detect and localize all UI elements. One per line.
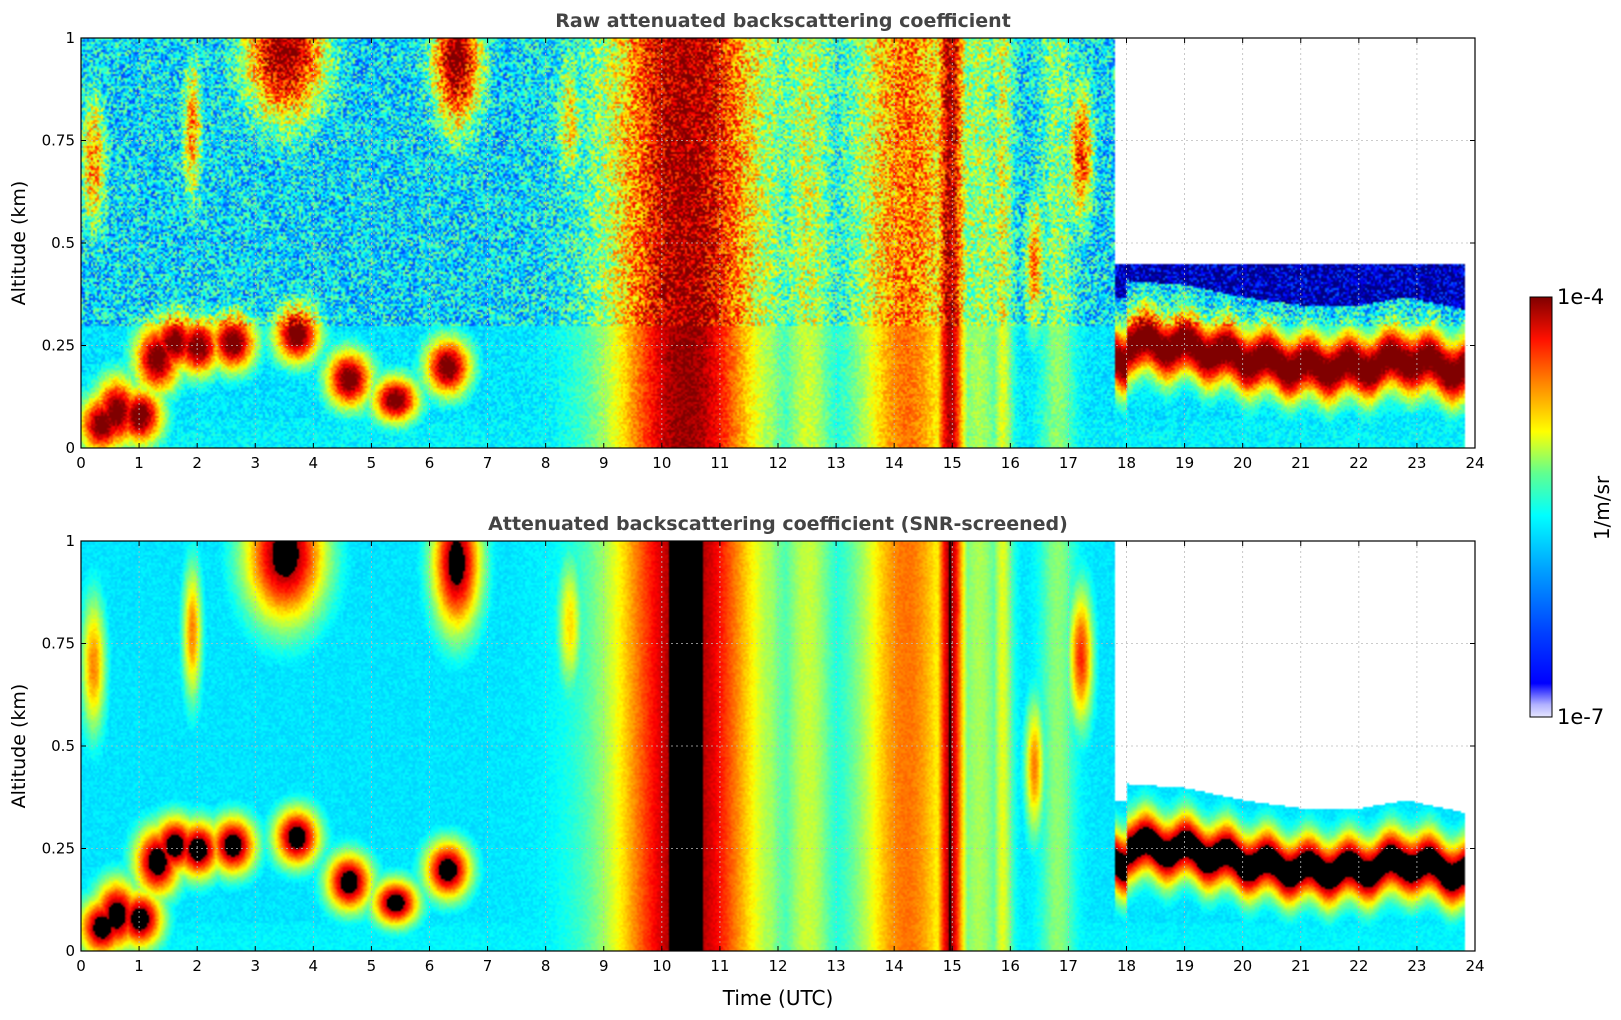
- x-tick-label: 6: [425, 454, 435, 472]
- top-gridlines: [81, 38, 1475, 448]
- bottom-panel: Attenuated backscattering coefficient (S…: [8, 513, 1485, 1010]
- y-tick-label: 1: [65, 532, 75, 550]
- x-tick-label: 0: [76, 957, 86, 975]
- x-tick-label: 17: [1059, 957, 1078, 975]
- x-tick-label: 21: [1291, 957, 1310, 975]
- top-panel-title: Raw attenuated backscattering coefficien…: [555, 10, 1011, 32]
- colorbar-max-label: 1e-4: [1557, 285, 1604, 309]
- x-tick-label: 16: [1001, 957, 1020, 975]
- x-tick-label: 1: [134, 454, 144, 472]
- x-tick-label: 24: [1465, 957, 1484, 975]
- top-panel: Raw attenuated backscattering coefficien…: [8, 10, 1485, 472]
- x-tick-label: 4: [309, 957, 319, 975]
- y-tick-label: 0.5: [51, 234, 75, 252]
- x-tick-label: 4: [309, 454, 319, 472]
- x-tick-label: 6: [425, 957, 435, 975]
- y-tick-label: 0.25: [42, 337, 75, 355]
- x-tick-label: 14: [885, 454, 904, 472]
- x-tick-label: 20: [1233, 957, 1252, 975]
- colorbar-gradient: [1529, 296, 1553, 718]
- x-tick-label: 20: [1233, 454, 1252, 472]
- colorbar-unit-label: 1/m/sr: [1590, 475, 1614, 540]
- y-tick-label: 1: [65, 29, 75, 47]
- top-x-ticks: 0 1 2 3 4 5 6 7 8 9 10 11 12 13 14 15 16 17 18 19 20 21 22 23 24: [76, 38, 1485, 472]
- x-axis-label: Time (UTC): [722, 986, 834, 1010]
- x-tick-label: 14: [885, 957, 904, 975]
- bottom-x-ticks: 0 1 2 3 4 5 6 7 8 9 10 11 12 13 14 15 16 17 18 19 20 21 22 23 24: [76, 541, 1485, 975]
- x-tick-label: 10: [652, 454, 671, 472]
- x-tick-label: 15: [943, 454, 962, 472]
- x-tick-label: 7: [483, 957, 493, 975]
- x-tick-label: 19: [1175, 454, 1194, 472]
- x-tick-label: 5: [367, 454, 377, 472]
- x-tick-label: 24: [1465, 454, 1484, 472]
- y-tick-label: 0: [65, 439, 75, 457]
- y-tick-label: 0.75: [42, 635, 75, 653]
- bottom-y-ticks: 0 0.25 0.5 0.75 1: [42, 532, 1475, 960]
- x-tick-label: 15: [943, 957, 962, 975]
- x-tick-label: 9: [599, 454, 609, 472]
- x-tick-label: 2: [192, 454, 202, 472]
- bottom-gridlines: [81, 541, 1475, 951]
- x-tick-label: 7: [483, 454, 493, 472]
- x-tick-label: 19: [1175, 957, 1194, 975]
- x-tick-label: 21: [1291, 454, 1310, 472]
- x-tick-label: 18: [1117, 454, 1136, 472]
- x-tick-label: 22: [1349, 957, 1368, 975]
- x-tick-label: 9: [599, 957, 609, 975]
- x-tick-label: 3: [250, 957, 260, 975]
- bottom-panel-title: Attenuated backscattering coefficient (S…: [488, 513, 1068, 535]
- y-tick-label: 0.5: [51, 737, 75, 755]
- x-tick-label: 13: [827, 957, 846, 975]
- x-tick-label: 17: [1059, 454, 1078, 472]
- x-tick-label: 3: [250, 454, 260, 472]
- x-tick-label: 12: [768, 957, 787, 975]
- x-tick-label: 11: [710, 454, 729, 472]
- y-tick-label: 0.25: [42, 840, 75, 858]
- bottom-y-axis-label: Altitude (km): [8, 684, 30, 809]
- x-tick-label: 1: [134, 957, 144, 975]
- x-tick-label: 23: [1407, 957, 1426, 975]
- y-tick-label: 0.75: [42, 132, 75, 150]
- y-tick-label: 0: [65, 942, 75, 960]
- top-y-axis-label: Altitude (km): [8, 181, 30, 306]
- x-tick-label: 16: [1001, 454, 1020, 472]
- x-tick-label: 2: [192, 957, 202, 975]
- x-tick-label: 13: [827, 454, 846, 472]
- x-tick-label: 0: [76, 454, 86, 472]
- x-tick-label: 8: [541, 454, 551, 472]
- x-tick-label: 10: [652, 957, 671, 975]
- x-tick-label: 18: [1117, 957, 1136, 975]
- x-tick-label: 22: [1349, 454, 1368, 472]
- colorbar: 1e-4 1e-7 1/m/sr: [1529, 285, 1614, 729]
- x-tick-label: 5: [367, 957, 377, 975]
- x-tick-label: 8: [541, 957, 551, 975]
- x-tick-label: 11: [710, 957, 729, 975]
- top-y-ticks: 0 0.25 0.5 0.75 1: [42, 29, 1475, 457]
- x-tick-label: 12: [768, 454, 787, 472]
- colorbar-min-label: 1e-7: [1557, 705, 1604, 729]
- x-tick-label: 23: [1407, 454, 1426, 472]
